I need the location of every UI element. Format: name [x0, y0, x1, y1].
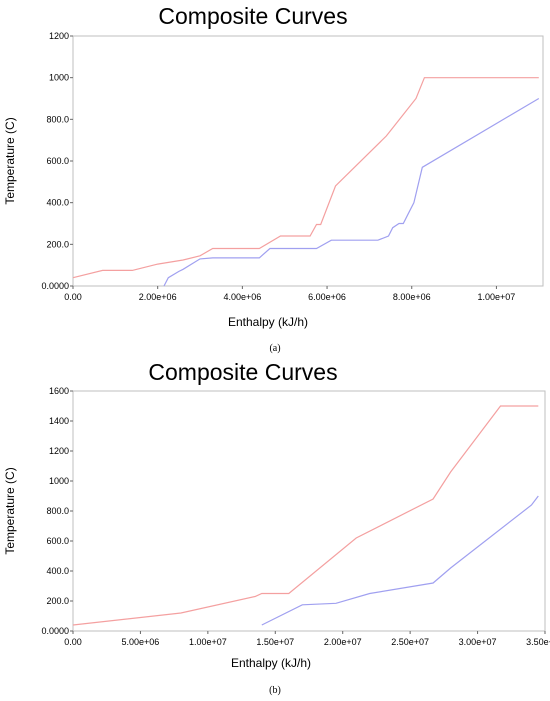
- x-tick-label: 4.00e+06: [223, 292, 261, 302]
- chart-a-y-axis-label: Temperature (C): [3, 117, 17, 204]
- y-tick-label: 0.0000: [41, 281, 69, 291]
- y-tick-label: 1200: [49, 446, 69, 456]
- y-tick-label: 200.0: [46, 596, 69, 606]
- x-tick-label: 2.00e+06: [139, 292, 177, 302]
- x-tick-label: 1.50e+07: [256, 637, 294, 647]
- chart-b-y-axis-label: Temperature (C): [3, 467, 17, 554]
- chart-a-series-layer: [72, 77, 540, 287]
- y-tick-label: 1000: [49, 73, 69, 83]
- cold-composite-curve: [261, 495, 539, 626]
- y-tick-label: 800.0: [46, 506, 69, 516]
- chart-b-x-axis-label: Enthalpy (kJ/h): [231, 656, 311, 670]
- chart-a-x-axis-label: Enthalpy (kJ/h): [228, 315, 308, 329]
- chart-b-series-layer: [72, 405, 539, 626]
- y-tick-label: 400.0: [46, 566, 69, 576]
- cold-composite-curve: [163, 97, 540, 287]
- x-tick-label: 0.00: [64, 292, 82, 302]
- chart-a-y-axis: 0.0000 200.0 400.0 600.0 800.0 1000 1200: [41, 31, 73, 291]
- chart-b: Composite Curves 0.0000 200.0 400.0 600.0 80…: [3, 359, 550, 696]
- y-tick-label: 200.0: [46, 239, 69, 249]
- chart-a-title: Composite Curves: [158, 3, 347, 29]
- x-tick-label: 1.00e+07: [478, 292, 516, 302]
- x-tick-label: 3.00e+07: [459, 637, 497, 647]
- chart-b-title: Composite Curves: [148, 359, 337, 385]
- x-tick-label: 3.50e+07: [526, 637, 550, 647]
- y-tick-label: 600.0: [46, 536, 69, 546]
- chart-a: Composite Curves 0.0000 200.0 400.0 600.0 80…: [3, 3, 544, 354]
- chart-b-y-axis: 0.0000 200.0 400.0 600.0 800.0 1000 1200 1400 16…: [41, 386, 73, 636]
- y-tick-label: 600.0: [46, 156, 69, 166]
- y-tick-label: 1000: [49, 476, 69, 486]
- chart-b-caption: (b): [269, 685, 281, 696]
- x-tick-label: 2.00e+07: [324, 637, 362, 647]
- y-tick-label: 1600: [49, 386, 69, 396]
- x-tick-label: 8.00e+06: [393, 292, 431, 302]
- chart-a-x-axis: 0.00 2.00e+06 4.00e+06 6.00e+06 8.00e+06 1.00…: [64, 286, 515, 302]
- x-tick-label: 6.00e+06: [308, 292, 346, 302]
- hot-composite-curve: [72, 405, 539, 626]
- y-tick-label: 0.0000: [41, 626, 69, 636]
- chart-b-plot-area: [72, 390, 546, 632]
- y-tick-label: 400.0: [46, 198, 69, 208]
- y-tick-label: 1200: [49, 31, 69, 41]
- chart-b-x-axis: 0.00 5.00e+06 1.00e+07 1.50e+07 2.00e+07 2.50…: [64, 631, 550, 647]
- y-tick-label: 800.0: [46, 114, 69, 124]
- x-tick-label: 2.50e+07: [391, 637, 429, 647]
- x-tick-label: 5.00e+06: [122, 637, 160, 647]
- hot-composite-curve: [72, 77, 539, 279]
- x-tick-label: 1.00e+07: [189, 637, 227, 647]
- y-tick-label: 1400: [49, 416, 69, 426]
- chart-a-caption: (a): [269, 343, 280, 354]
- x-tick-label: 0.00: [64, 637, 82, 647]
